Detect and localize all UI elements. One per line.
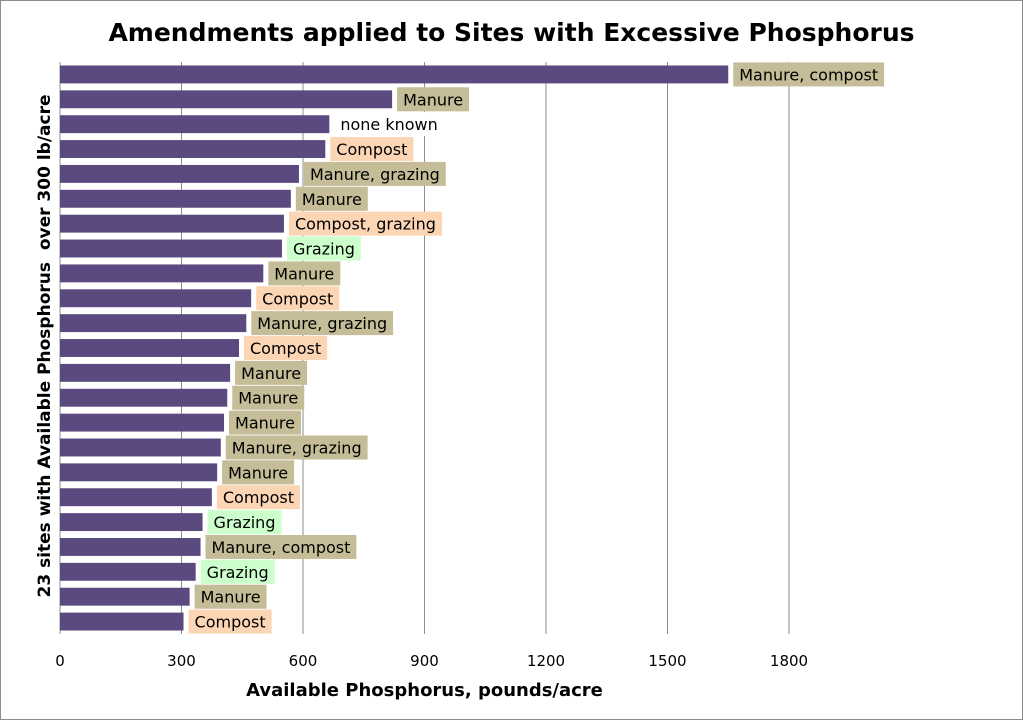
data-bar — [60, 239, 282, 258]
data-label: Manure, grazing — [232, 438, 362, 457]
data-label: Manure — [274, 264, 334, 283]
data-label: Manure, grazing — [257, 314, 387, 333]
data-bar — [60, 339, 240, 357]
data-label-box — [232, 385, 305, 410]
data-label-box — [207, 510, 282, 535]
data-label-box — [397, 87, 470, 112]
x-tick-label: 1800 — [770, 652, 808, 670]
data-label-box — [288, 211, 442, 236]
chart-title: Amendments applied to Sites with Excessi… — [108, 18, 915, 47]
data-bar — [60, 140, 326, 158]
data-bar — [60, 438, 221, 457]
data-label: Compost — [223, 488, 294, 507]
data-label-box — [235, 360, 308, 385]
data-label: Manure, compost — [212, 538, 351, 557]
data-label-box — [733, 62, 885, 87]
data-label: Compost — [250, 339, 321, 358]
data-label-box — [216, 485, 300, 510]
data-label: Compost — [336, 140, 407, 159]
data-label: Manure — [201, 588, 261, 607]
data-label: Grazing — [207, 563, 269, 582]
data-bar — [60, 115, 330, 134]
x-tick-label: 1200 — [527, 652, 565, 670]
data-bar — [60, 538, 201, 556]
data-bar — [60, 65, 729, 84]
data-label: Compost — [195, 613, 266, 632]
data-label: Manure, grazing — [310, 165, 440, 184]
data-label-box — [330, 137, 414, 162]
x-axis-title: Available Phosphorus, pounds/acre — [246, 680, 603, 701]
data-label-box — [256, 286, 340, 311]
data-bar — [60, 289, 252, 308]
data-bar — [60, 90, 393, 109]
x-tick-label: 1500 — [648, 652, 686, 670]
data-label-box — [268, 261, 341, 286]
data-bar — [60, 587, 190, 606]
data-bar — [60, 513, 203, 532]
data-label: Manure — [403, 90, 463, 109]
data-bar — [60, 463, 218, 482]
data-bar — [60, 488, 212, 507]
data-bar — [60, 189, 291, 208]
data-label-box — [222, 460, 295, 485]
data-label-box — [194, 584, 267, 609]
data-label: Manure — [302, 190, 362, 209]
x-tick-label: 300 — [167, 652, 196, 670]
data-bar — [60, 562, 196, 581]
data-bar — [60, 164, 299, 183]
data-label: Manure — [241, 364, 301, 383]
data-label: Grazing — [293, 240, 355, 259]
data-label: Manure — [238, 389, 298, 408]
x-tick-label: 900 — [410, 652, 439, 670]
data-label: Grazing — [214, 513, 276, 532]
data-label: none known — [340, 115, 437, 134]
x-tick-label: 600 — [289, 652, 318, 670]
data-label-box — [200, 559, 275, 584]
data-label: Compost — [262, 289, 333, 308]
data-label: Manure, compost — [739, 65, 878, 84]
data-bar — [60, 264, 264, 283]
data-bar — [60, 612, 184, 631]
data-label-box — [334, 112, 444, 137]
data-bar — [60, 214, 284, 233]
data-label-box — [303, 161, 446, 186]
data-label-box — [286, 236, 361, 261]
data-label-box — [244, 336, 328, 360]
data-label-box — [251, 311, 394, 336]
x-tick-label: 0 — [55, 652, 65, 670]
data-label: Compost, grazing — [295, 215, 436, 234]
data-label-box — [295, 186, 368, 211]
data-bar — [60, 413, 225, 432]
data-label-box — [188, 609, 272, 634]
data-label-box — [205, 534, 357, 559]
data-label-box — [225, 435, 368, 460]
data-bar — [60, 314, 247, 333]
data-bar — [60, 388, 228, 407]
data-label: Manure — [235, 414, 295, 433]
data-label-box — [229, 410, 301, 435]
data-bar — [60, 363, 231, 382]
data-label: Manure — [228, 463, 288, 482]
